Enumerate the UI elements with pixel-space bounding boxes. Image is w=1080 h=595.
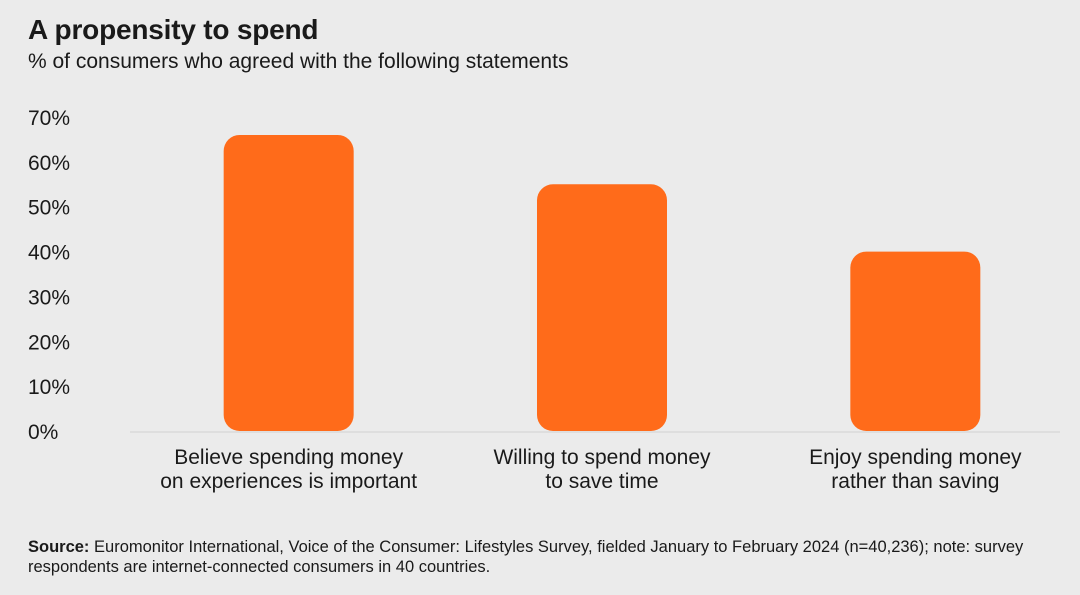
x-category-label: Enjoy spending money bbox=[809, 446, 1022, 469]
source-text: Euromonitor International, Voice of the … bbox=[28, 538, 1024, 576]
chart-title: A propensity to spend bbox=[28, 14, 319, 45]
bar bbox=[537, 184, 667, 431]
y-tick-label: 40% bbox=[28, 242, 70, 265]
source-label: Source: bbox=[28, 538, 90, 556]
y-tick-label: 30% bbox=[28, 286, 70, 309]
y-tick-label: 50% bbox=[28, 197, 70, 220]
bar bbox=[850, 251, 981, 431]
source-note: Source: Euromonitor International, Voice… bbox=[28, 537, 1068, 577]
chart-subtitle: % of consumers who agreed with the follo… bbox=[28, 50, 569, 73]
y-tick-label: 10% bbox=[28, 376, 70, 399]
y-tick-label: 70% bbox=[28, 107, 70, 130]
bar-chart: 0% 10% 20% 30% 40% 50% 60% 70% Believe spending … bbox=[28, 107, 1060, 493]
x-category-label: Believe spending money bbox=[174, 446, 403, 469]
x-category-label: rather than saving bbox=[831, 470, 999, 493]
x-category-label: Willing to spend money bbox=[493, 446, 711, 469]
y-tick-label: 20% bbox=[28, 331, 70, 354]
y-tick-label: 60% bbox=[28, 152, 70, 175]
x-category-label: on experiences is important bbox=[160, 470, 417, 493]
y-tick-label: 0% bbox=[28, 421, 58, 444]
bar bbox=[223, 134, 354, 431]
x-category-label: to save time bbox=[545, 470, 658, 493]
